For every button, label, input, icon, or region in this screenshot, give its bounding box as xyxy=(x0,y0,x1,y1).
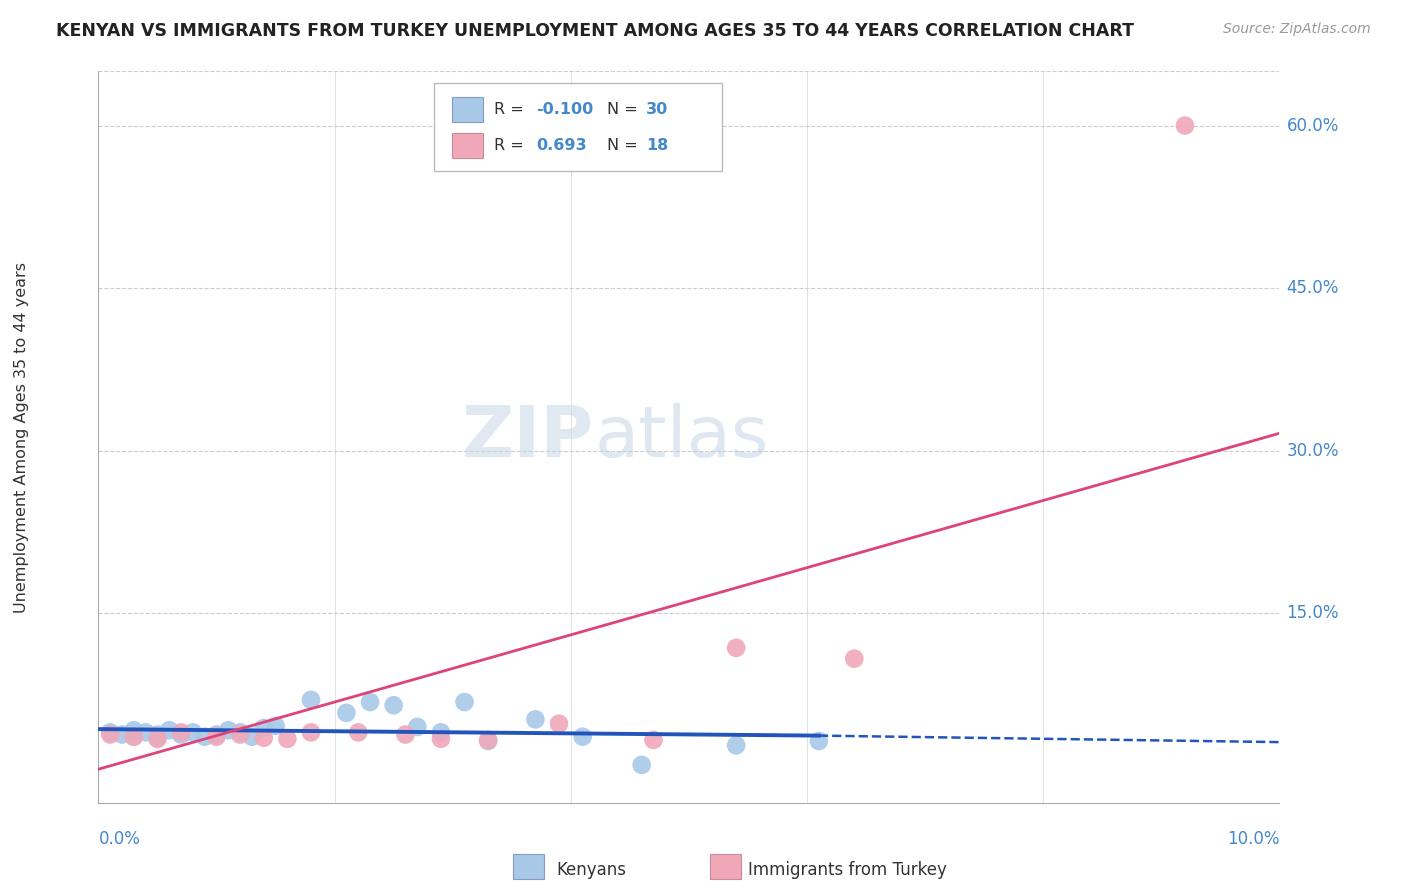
Point xyxy=(335,706,357,720)
Point xyxy=(359,695,381,709)
Text: 18: 18 xyxy=(647,137,668,153)
Text: -0.100: -0.100 xyxy=(537,102,593,117)
Point xyxy=(844,651,866,665)
Point xyxy=(98,727,121,741)
Text: KENYAN VS IMMIGRANTS FROM TURKEY UNEMPLOYMENT AMONG AGES 35 TO 44 YEARS CORRELAT: KENYAN VS IMMIGRANTS FROM TURKEY UNEMPLO… xyxy=(56,22,1135,40)
Text: 15.0%: 15.0% xyxy=(1286,604,1339,622)
Point xyxy=(157,723,180,738)
Text: N =: N = xyxy=(607,137,643,153)
Point xyxy=(205,730,228,744)
Point xyxy=(135,725,157,739)
Text: ZIP: ZIP xyxy=(463,402,595,472)
Text: atlas: atlas xyxy=(595,402,769,472)
Point xyxy=(122,730,145,744)
Point xyxy=(194,730,217,744)
Text: N =: N = xyxy=(607,102,643,117)
Text: 60.0%: 60.0% xyxy=(1286,117,1339,135)
Point xyxy=(725,739,748,753)
Point xyxy=(253,721,276,735)
Point xyxy=(181,725,204,739)
Text: Unemployment Among Ages 35 to 44 years: Unemployment Among Ages 35 to 44 years xyxy=(14,261,28,613)
Point xyxy=(229,727,252,741)
Text: 30: 30 xyxy=(647,102,668,117)
Point xyxy=(807,734,830,748)
Point xyxy=(548,716,571,731)
Point xyxy=(430,725,453,739)
Point xyxy=(253,731,276,745)
Point xyxy=(725,640,748,655)
Point xyxy=(98,725,121,739)
Point xyxy=(643,733,665,747)
Point xyxy=(170,727,193,741)
Point xyxy=(240,730,263,744)
Text: R =: R = xyxy=(495,102,529,117)
Text: Source: ZipAtlas.com: Source: ZipAtlas.com xyxy=(1223,22,1371,37)
Text: Kenyans: Kenyans xyxy=(557,861,627,879)
Text: 45.0%: 45.0% xyxy=(1286,279,1339,297)
Point xyxy=(146,731,169,746)
Text: 0.693: 0.693 xyxy=(537,137,588,153)
Point xyxy=(146,731,169,745)
Point xyxy=(430,731,453,746)
Point xyxy=(299,725,322,739)
Text: 10.0%: 10.0% xyxy=(1227,830,1279,847)
Point xyxy=(477,733,499,747)
Point xyxy=(217,723,239,738)
Point xyxy=(453,695,475,709)
Point xyxy=(382,698,405,713)
Text: Immigrants from Turkey: Immigrants from Turkey xyxy=(748,861,946,879)
Point xyxy=(111,727,134,741)
Point xyxy=(347,725,370,739)
Point xyxy=(394,727,416,741)
Point xyxy=(276,731,298,746)
Point xyxy=(205,727,228,741)
Point xyxy=(264,719,287,733)
Point xyxy=(630,757,652,772)
Point xyxy=(229,725,252,739)
Text: 30.0%: 30.0% xyxy=(1286,442,1339,459)
Point xyxy=(406,720,429,734)
Point xyxy=(477,734,499,748)
Point xyxy=(170,725,193,739)
Text: R =: R = xyxy=(495,137,529,153)
Point xyxy=(122,730,145,744)
Point xyxy=(122,723,145,738)
Point xyxy=(299,693,322,707)
Point xyxy=(571,730,593,744)
Point xyxy=(524,712,547,726)
Text: 0.0%: 0.0% xyxy=(98,830,141,847)
Point xyxy=(146,727,169,741)
Point xyxy=(1174,119,1197,133)
